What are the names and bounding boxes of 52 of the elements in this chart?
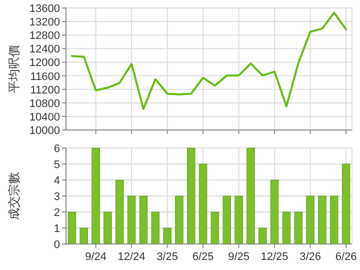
- bar: [175, 196, 184, 244]
- bar: [127, 196, 136, 244]
- bar: [68, 212, 76, 244]
- x-tick-label: 12/24: [118, 251, 146, 263]
- bar: [318, 196, 326, 244]
- bar: [210, 212, 220, 244]
- y-tick-label: 10800: [29, 98, 60, 110]
- x-tick-label: 6/25: [192, 251, 214, 263]
- bar: [270, 180, 279, 244]
- bar: [163, 228, 172, 244]
- y-tick-label: 11200: [30, 84, 60, 96]
- y-tick-label: 0: [54, 239, 60, 251]
- bar: [306, 196, 314, 244]
- bar: [104, 212, 112, 244]
- bar: [139, 196, 148, 244]
- x-tick-label: 3/25: [156, 251, 178, 263]
- bar: [92, 148, 100, 244]
- y-tick-label: 6: [54, 143, 60, 155]
- x-tick-label: 9/25: [228, 251, 250, 263]
- y-tick-label: 12400: [29, 44, 60, 56]
- y-tick-label: 12800: [29, 30, 60, 42]
- y-tick-label: 2: [54, 207, 60, 219]
- x-tick-label: 3/26: [300, 251, 322, 263]
- y-tick-label: 3: [54, 191, 60, 203]
- y-tick-label: 12000: [29, 57, 60, 70]
- bar: [80, 228, 88, 244]
- y-tick-label: 13600: [29, 3, 60, 15]
- x-tick-label: 12/25: [260, 251, 288, 263]
- y-tick-label: 10400: [29, 111, 60, 124]
- y-tick-label: 5: [54, 159, 60, 171]
- y-tick-label: 1: [54, 223, 60, 235]
- y-tick-label: 13200: [29, 16, 60, 29]
- bar: [222, 196, 231, 244]
- x-tick-label: 9/24: [85, 251, 107, 263]
- x-tick-label: 6/26: [335, 251, 357, 263]
- y-tick-label: 10000: [29, 125, 60, 137]
- y-axis-title: 成交宗數: [7, 172, 21, 220]
- line-series: [70, 12, 348, 110]
- bar: [198, 164, 208, 244]
- bar: [294, 212, 302, 244]
- bar: [187, 148, 196, 244]
- bar: [246, 148, 255, 244]
- bar: [151, 212, 160, 244]
- bar: [330, 196, 338, 244]
- bar: [282, 212, 291, 244]
- y-axis-title: 平均呎價: [7, 45, 21, 93]
- bar: [342, 164, 350, 244]
- bar: [116, 180, 124, 244]
- bar: [258, 228, 267, 244]
- bar: [234, 196, 243, 244]
- y-tick-label: 4: [54, 175, 60, 187]
- y-tick-label: 11600: [30, 70, 60, 83]
